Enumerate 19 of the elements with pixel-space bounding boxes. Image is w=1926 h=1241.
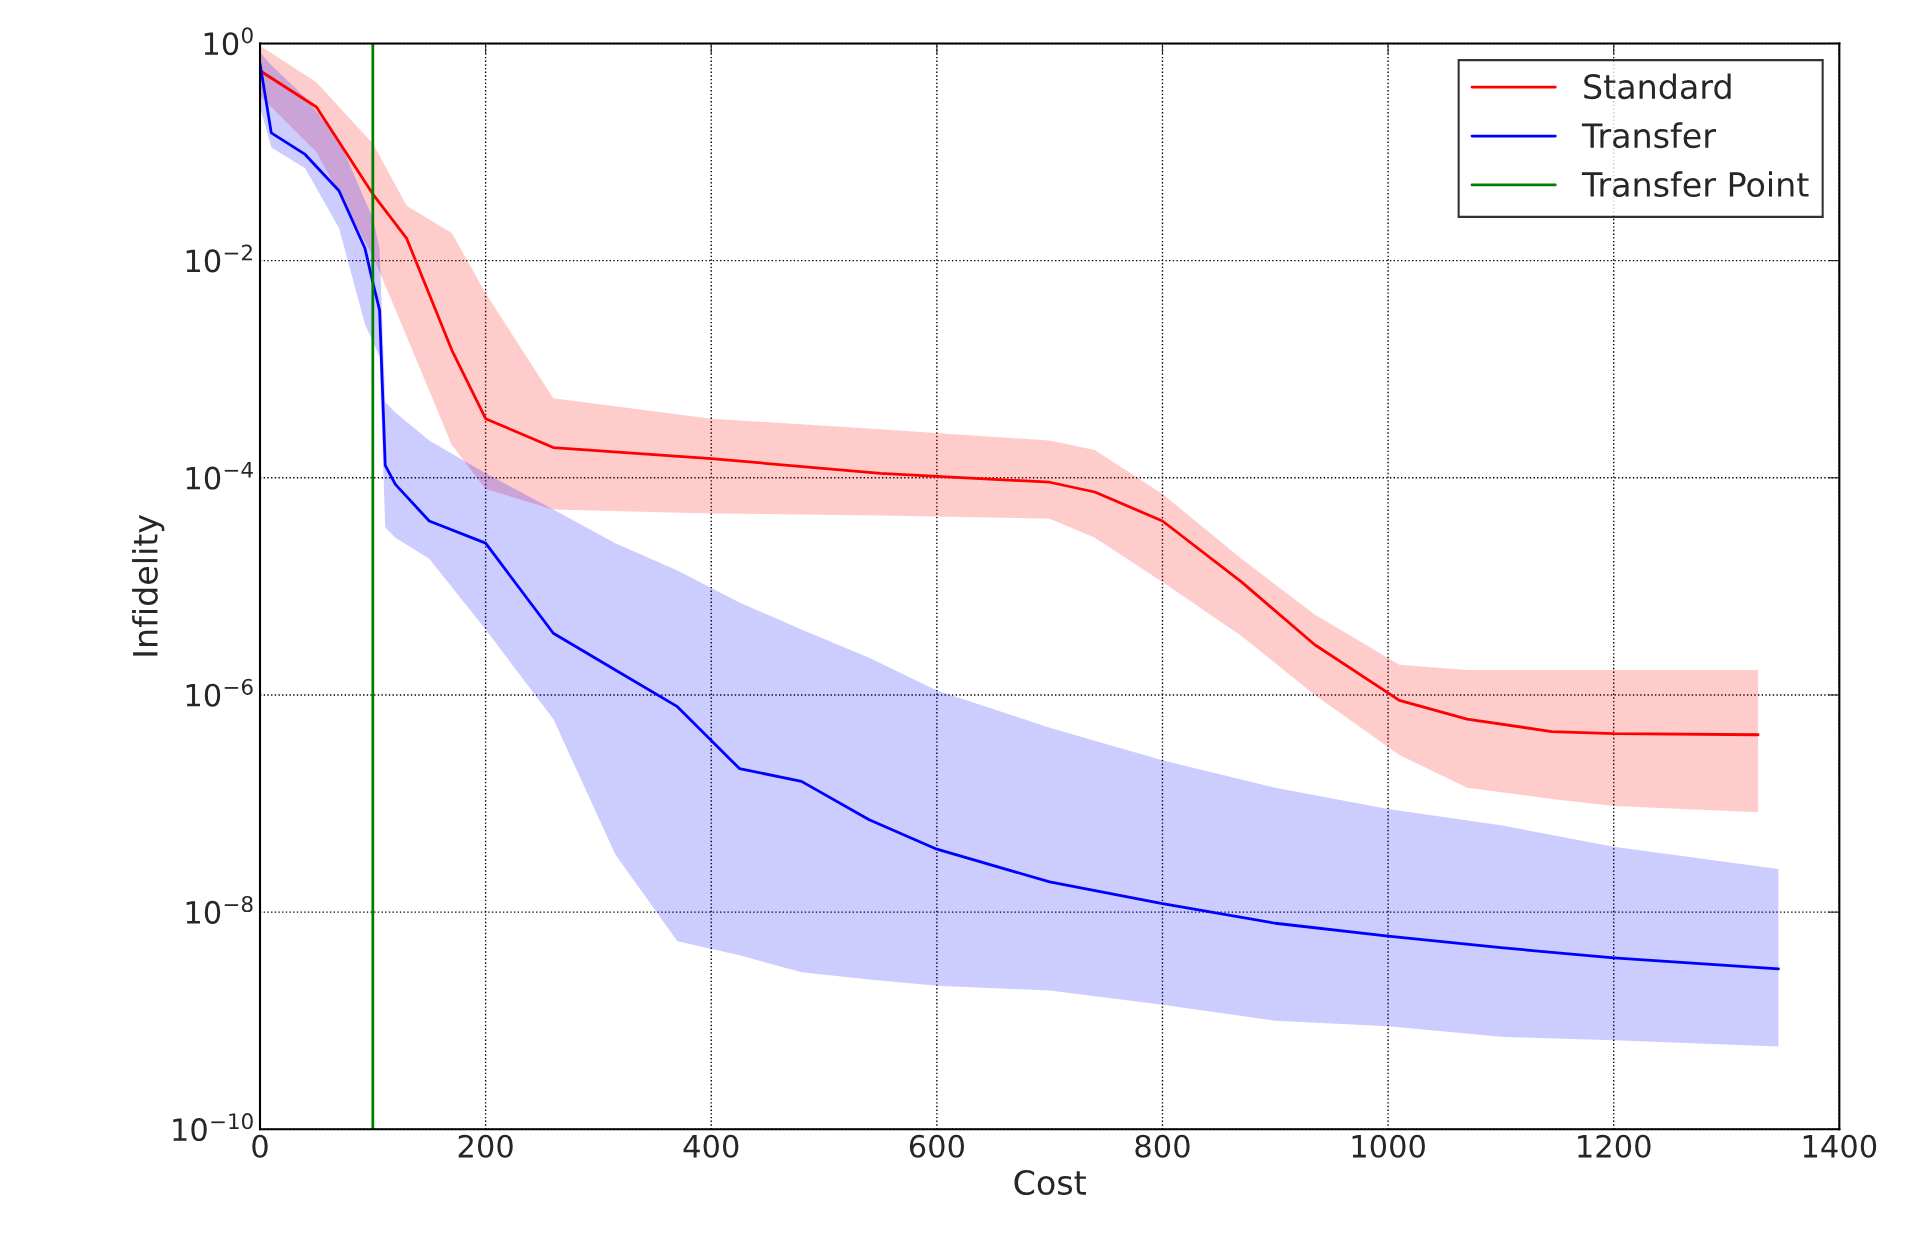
y-tick-label: 10$^{−4}$ <box>186 461 253 490</box>
x-tick-label: 1400 <box>1803 1134 1877 1158</box>
legend-label: Standard <box>1584 73 1731 100</box>
x-tick-label: 400 <box>683 1134 739 1158</box>
x-tick-label: 1000 <box>1352 1134 1425 1158</box>
x-tick-label: 600 <box>909 1134 964 1158</box>
x-tick-label: 200 <box>458 1134 513 1158</box>
y-axis-title: Infidelity <box>132 514 165 656</box>
y-tick-label: 10$^{−10}$ <box>173 1113 253 1142</box>
y-tick-label: 10$^{−6}$ <box>186 678 253 707</box>
x-tick-label: 0 <box>252 1134 268 1158</box>
x-tick-label: 1200 <box>1578 1134 1651 1158</box>
legend-label: Transfer <box>1581 122 1716 149</box>
legend-label: Transfer Point <box>1581 171 1809 198</box>
y-tick-label: 10$^{−2}$ <box>186 244 252 273</box>
x-axis-title: Cost <box>1014 1169 1086 1196</box>
x-tick-label: 800 <box>1135 1134 1190 1158</box>
y-tick-label: 10$^{0}$ <box>204 27 253 56</box>
y-tick-label: 10$^{−8}$ <box>186 895 253 924</box>
